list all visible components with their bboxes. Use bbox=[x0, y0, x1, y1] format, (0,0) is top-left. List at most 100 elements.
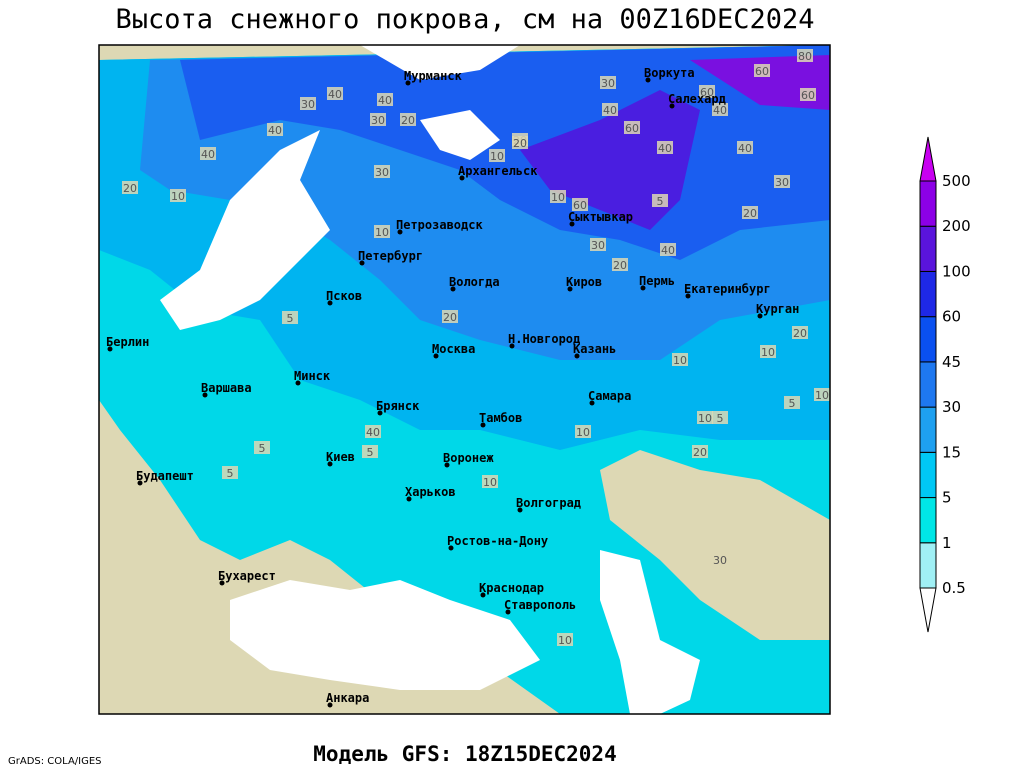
city-label: Ростов-на-Дону bbox=[447, 534, 548, 548]
city-label: Минск bbox=[294, 369, 331, 383]
city-label: Самара bbox=[588, 389, 631, 403]
contour-label-box bbox=[400, 113, 416, 126]
city-dot bbox=[685, 293, 691, 299]
city-label: Краснодар bbox=[479, 581, 544, 595]
contour-label: 10 bbox=[551, 191, 565, 204]
contour-label-box bbox=[590, 238, 606, 251]
contour-labels: 40 30 40 20 30 40 40 30 20 10 20 10 80 60 60 60 40 60 40 30… bbox=[122, 49, 830, 647]
city-label: Казань bbox=[573, 342, 616, 356]
city-dot bbox=[517, 507, 523, 513]
contour-label: 20 bbox=[401, 114, 415, 127]
contour-label: 40 bbox=[661, 244, 675, 257]
city-dot bbox=[377, 410, 383, 416]
city-dot bbox=[107, 346, 113, 352]
contour-label-box bbox=[282, 311, 298, 324]
contour-label-box bbox=[254, 441, 270, 454]
contour-label-box bbox=[814, 388, 830, 401]
colorbar-label: 200 bbox=[942, 217, 971, 235]
contour-label: 20 bbox=[123, 182, 137, 195]
city-dot bbox=[327, 702, 333, 708]
contour-label-box bbox=[774, 175, 790, 188]
city-dot bbox=[433, 353, 439, 359]
city-dot bbox=[219, 580, 225, 586]
snow-extreme-ne bbox=[690, 55, 830, 110]
contour-label-box bbox=[624, 121, 640, 134]
contour-label-box bbox=[672, 353, 688, 366]
contour-label: 40 bbox=[658, 142, 672, 155]
city-dot bbox=[137, 480, 143, 486]
contour-label: 60 bbox=[755, 65, 769, 78]
city-dot bbox=[574, 353, 580, 359]
contour-label-box bbox=[370, 113, 386, 126]
city-dot bbox=[327, 461, 333, 467]
contour-label: 40 bbox=[268, 124, 282, 137]
colorbar-label: 15 bbox=[942, 443, 961, 461]
contour-label: 10 bbox=[558, 634, 572, 647]
city-label: Петербург bbox=[358, 249, 423, 263]
city-dot bbox=[359, 260, 365, 266]
city-dot bbox=[567, 286, 573, 292]
city-label: Берлин bbox=[106, 335, 149, 349]
contour-label: 10 bbox=[698, 412, 712, 425]
contour-label-box bbox=[442, 310, 458, 323]
city-dot bbox=[589, 400, 595, 406]
city-label: Н.Новгород bbox=[508, 332, 580, 346]
contour-label-box bbox=[652, 194, 668, 207]
contour-label-box bbox=[267, 123, 283, 136]
contour-label-box bbox=[200, 147, 216, 160]
city-label: Киев bbox=[326, 450, 355, 464]
contour-label: 20 bbox=[743, 207, 757, 220]
city-label: Брянск bbox=[376, 399, 420, 413]
city-dot bbox=[202, 392, 208, 398]
contour-label: 20 bbox=[793, 327, 807, 340]
contour-label: 10 bbox=[761, 346, 775, 359]
city-dot bbox=[480, 422, 486, 428]
contour-label-box bbox=[575, 425, 591, 438]
contour-label: 5 bbox=[259, 442, 266, 455]
contour-label: 5 bbox=[227, 467, 234, 480]
city-dot bbox=[569, 221, 575, 227]
city-label: Волгоград bbox=[516, 496, 581, 510]
city-dot bbox=[405, 80, 411, 86]
contour-label: 10 bbox=[490, 150, 504, 163]
contour-label-box bbox=[300, 97, 316, 110]
contour-label: 30 bbox=[775, 176, 789, 189]
contour-label-box bbox=[489, 149, 505, 162]
contour-label: 80 bbox=[798, 50, 812, 63]
contour-label: 10 bbox=[576, 426, 590, 439]
city-dot bbox=[640, 285, 646, 291]
colorbar-box bbox=[919, 180, 937, 227]
map-area: 40 30 40 20 30 40 40 30 20 10 20 10 80 60 60 60 40 60 40 30… bbox=[99, 45, 830, 714]
contour-label: 40 bbox=[603, 104, 617, 117]
model-caption: Модель GFS: 18Z15DEC2024 bbox=[313, 742, 616, 766]
contour-label-box bbox=[377, 93, 393, 106]
city-label: Салехард bbox=[668, 92, 726, 106]
city-dot bbox=[448, 545, 454, 551]
contour-label: 20 bbox=[613, 259, 627, 272]
contour-label-box bbox=[754, 64, 770, 77]
contour-label-box bbox=[797, 49, 813, 62]
contour-label: 40 bbox=[738, 142, 752, 155]
contour-label-box bbox=[760, 345, 776, 358]
contour-label-box bbox=[712, 411, 728, 424]
city-label: Киров bbox=[566, 275, 602, 289]
city-label: Мурманск bbox=[404, 69, 463, 83]
contour-label-box bbox=[362, 445, 378, 458]
colorbar-box bbox=[919, 497, 937, 544]
baltic-sea bbox=[160, 130, 330, 330]
colorbar-box bbox=[919, 451, 937, 499]
city-dot bbox=[757, 313, 763, 319]
contour-label-box bbox=[327, 87, 343, 100]
colorbar-label: 30 bbox=[942, 398, 961, 416]
colorbar-box bbox=[919, 542, 937, 589]
city-label: Анкара bbox=[326, 691, 369, 705]
city-label: Вологда bbox=[449, 275, 500, 289]
contour-label: 5 bbox=[657, 195, 664, 208]
contour-label-box bbox=[365, 425, 381, 438]
city-dot bbox=[397, 229, 403, 235]
city-dot bbox=[295, 380, 301, 386]
city-label: Курган bbox=[756, 302, 799, 316]
contour-label-box bbox=[600, 76, 616, 89]
colorbar-label: 1 bbox=[942, 534, 952, 552]
